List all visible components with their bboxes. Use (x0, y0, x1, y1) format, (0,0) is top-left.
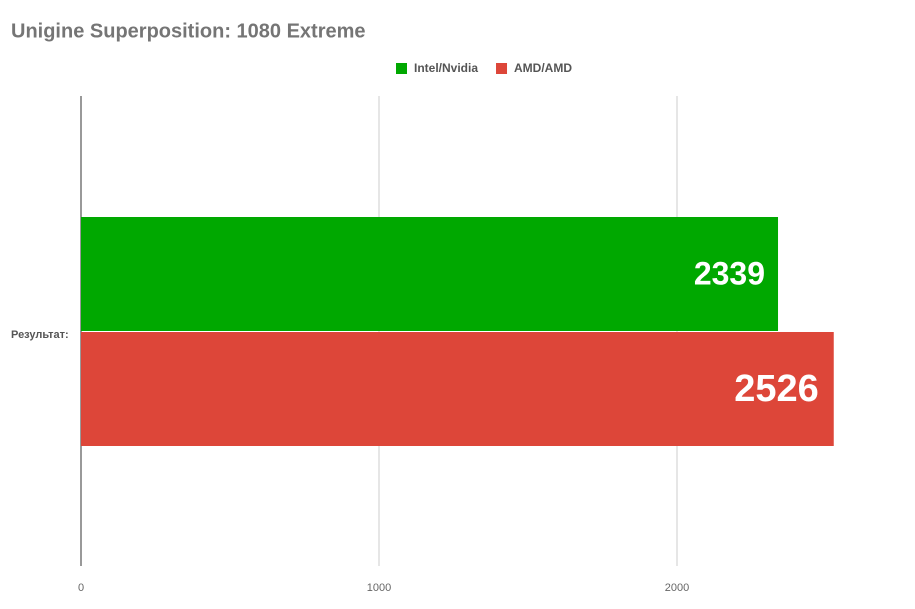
value-label: 2339 (694, 255, 765, 291)
y-tick-label: Результат: (11, 329, 69, 341)
x-tick-label: 2000 (665, 582, 689, 594)
bar (81, 332, 834, 446)
legend-swatch (496, 63, 508, 74)
value-label: 2526 (734, 368, 819, 410)
chart-title: Unigine Superposition: 1080 Extreme (11, 20, 366, 42)
x-tick-label: 1000 (367, 582, 391, 594)
x-tick-label: 0 (78, 582, 84, 594)
legend-label: AMD/AMD (514, 61, 572, 75)
legend-label: Intel/Nvidia (414, 61, 478, 75)
bar (81, 217, 779, 331)
legend-swatch (396, 63, 407, 74)
